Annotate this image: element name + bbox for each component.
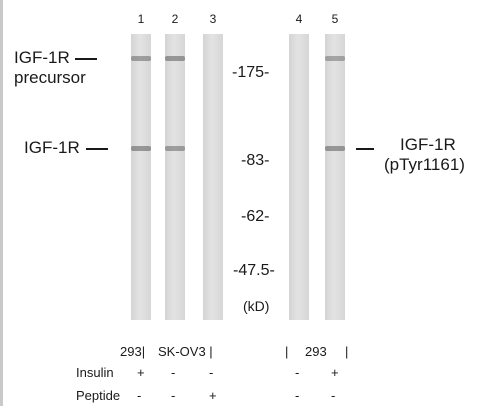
peptide-label: Peptide (76, 388, 121, 403)
insulin-lane-5: + (331, 365, 339, 380)
peptide-lane-1: - (137, 388, 142, 403)
blot-lane-3 (203, 34, 223, 320)
lane-number-3: 3 (209, 12, 217, 26)
pty-label-line1: IGF-1R (400, 135, 456, 154)
igf1r-band-lane-2 (165, 146, 185, 151)
igf1r-band-lane-1 (131, 146, 151, 151)
cell-line-293-b: 293 (305, 344, 327, 359)
peptide-lane-5: - (331, 388, 336, 403)
lane-number-1: 1 (137, 12, 145, 26)
precursor-pointer (75, 58, 97, 60)
insulin-lane-3: - (209, 365, 214, 380)
igf1r-label: IGF-1R (24, 138, 80, 157)
cell-line-293-a: 293| (120, 344, 146, 359)
peptide-lane-2: - (171, 388, 176, 403)
insulin-lane-2: - (171, 365, 176, 380)
cell-line-skov3: SK-OV3 | (158, 344, 213, 359)
blot-lane-1 (131, 34, 151, 320)
igf1r-pointer (86, 148, 108, 150)
marker-175: -175- (232, 64, 270, 81)
marker-47-5: -47.5- (233, 262, 275, 279)
cell-line-separator: | (285, 344, 289, 359)
igf1r-band-lane-5 (325, 146, 345, 151)
precursor-band-lane-5 (325, 56, 345, 61)
peptide-lane-3: + (209, 388, 217, 403)
lane-number-2: 2 (171, 12, 179, 26)
lane-number-4: 4 (295, 12, 303, 26)
blot-lane-5 (325, 34, 345, 320)
pty-pointer (356, 148, 374, 150)
blot-lane-2 (165, 34, 185, 320)
lane-number-5: 5 (331, 12, 339, 26)
marker-unit: (kD) (243, 298, 270, 314)
marker-62: -62- (241, 208, 270, 225)
insulin-lane-1: + (137, 365, 145, 380)
precursor-band-lane-2 (165, 56, 185, 61)
peptide-lane-4: - (295, 388, 300, 403)
cell-line-end: | (345, 344, 349, 359)
precursor-label-line2: precursor (14, 68, 86, 87)
marker-83: -83- (241, 152, 270, 169)
precursor-band-lane-1 (131, 56, 151, 61)
left-border (0, 0, 3, 406)
pty-label-line2: (pTyr1161) (384, 155, 465, 174)
precursor-label-line1: IGF-1R (14, 48, 70, 67)
insulin-lane-4: - (295, 365, 300, 380)
blot-lane-4 (289, 34, 309, 320)
insulin-label: Insulin (76, 365, 114, 380)
